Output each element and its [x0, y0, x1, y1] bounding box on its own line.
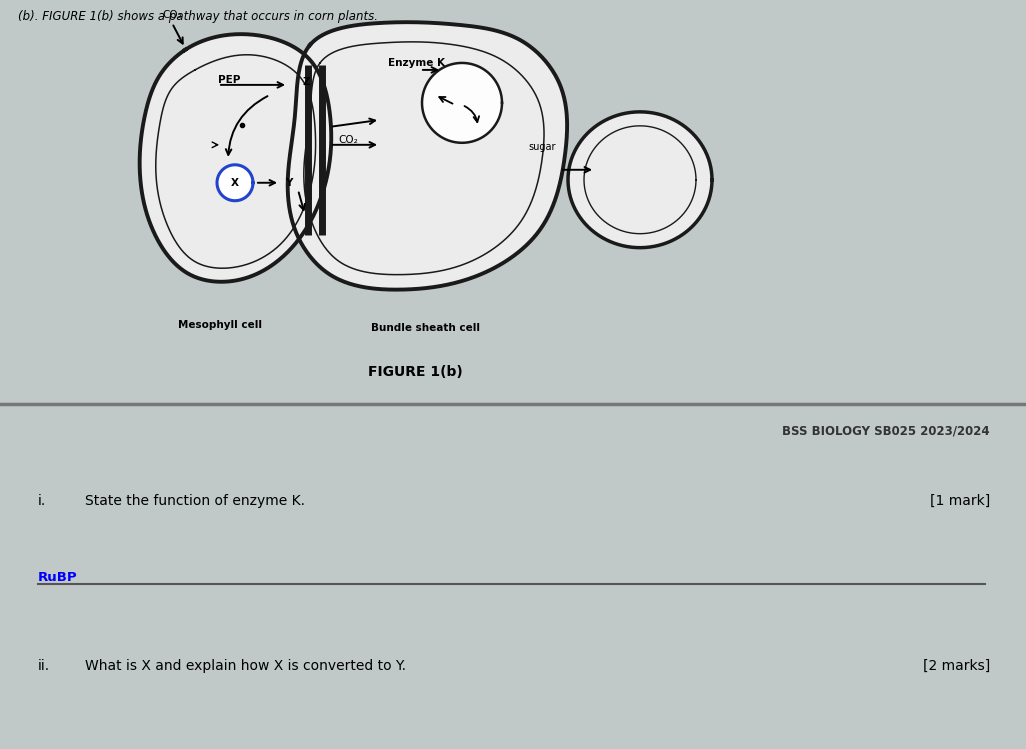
Text: What is X and explain how X is converted to Y.: What is X and explain how X is converted…: [85, 659, 406, 673]
Text: CO₂: CO₂: [162, 10, 182, 20]
Polygon shape: [218, 165, 253, 201]
Polygon shape: [140, 34, 331, 282]
Text: RuBP: RuBP: [38, 571, 78, 584]
Text: Enzyme K: Enzyme K: [388, 58, 445, 68]
Text: (b). FIGURE 1(b) shows a pathway that occurs in corn plants.: (b). FIGURE 1(b) shows a pathway that oc…: [18, 10, 378, 23]
Polygon shape: [422, 63, 502, 143]
Text: X: X: [231, 178, 239, 188]
Text: PEP: PEP: [218, 75, 240, 85]
Text: ii.: ii.: [38, 659, 50, 673]
Text: BSS BIOLOGY SB025 2023/2024: BSS BIOLOGY SB025 2023/2024: [783, 425, 990, 437]
Text: Mesophyll cell: Mesophyll cell: [177, 320, 262, 330]
Text: Y: Y: [285, 178, 292, 188]
Text: FIGURE 1(b): FIGURE 1(b): [367, 365, 463, 378]
Polygon shape: [287, 22, 567, 290]
Text: State the function of enzyme K.: State the function of enzyme K.: [85, 494, 305, 509]
Text: Bundle sheath cell: Bundle sheath cell: [370, 323, 479, 333]
Text: Z: Z: [302, 77, 310, 87]
Text: [2 marks]: [2 marks]: [922, 659, 990, 673]
Text: i.: i.: [38, 494, 46, 509]
Text: CO₂: CO₂: [338, 135, 358, 145]
Text: [1 mark]: [1 mark]: [930, 494, 990, 509]
Text: sugar: sugar: [528, 142, 555, 152]
Polygon shape: [568, 112, 712, 248]
